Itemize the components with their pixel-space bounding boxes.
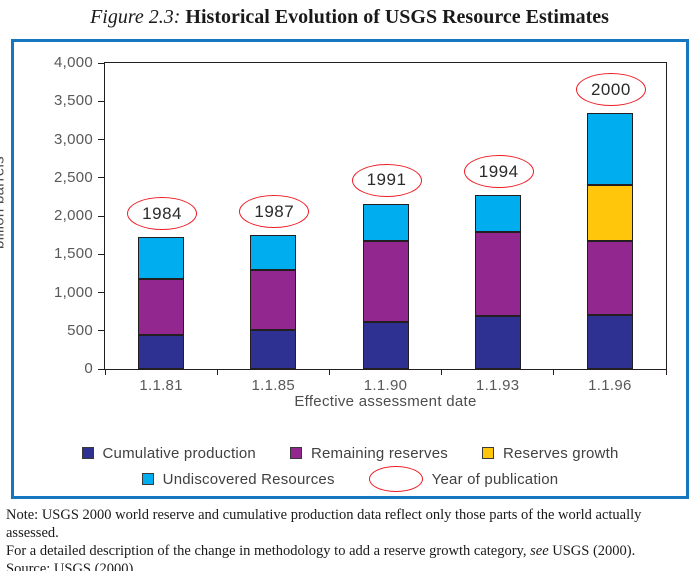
plot-area: 0 500 1,000 1,500 2,000 2,500 3,000 3,500 4,000 1… — [54, 54, 667, 410]
reserves-growth-swatch — [481, 447, 494, 459]
bar-segment-reserves-growth — [586, 184, 633, 242]
x-tick-mark — [104, 369, 106, 375]
y-tick-mark — [98, 368, 104, 370]
x-tick-label: 1.1.90 — [363, 377, 408, 394]
bar-segment-undiscovered-resources — [474, 195, 521, 233]
y-tick-mark — [98, 330, 104, 332]
bar-segment-cumulative-production — [474, 316, 521, 369]
bar-segment-cumulative-production — [586, 315, 633, 369]
legend-item-year-of-publication: Year of publication — [368, 466, 559, 492]
x-tick-mark — [441, 369, 443, 375]
y-tick-mark — [98, 177, 104, 179]
year-of-publication-annotation: 1987 — [239, 195, 310, 229]
cumulative-production-swatch — [81, 447, 94, 459]
bar-segment-remaining-reserves — [362, 241, 409, 323]
bar-segment-cumulative-production — [250, 329, 297, 369]
bar-segment-remaining-reserves — [586, 241, 633, 316]
figure-title: Figure 2.3: Historical Evolution of USGS… — [0, 6, 699, 29]
y-tick-label: 1,000 — [53, 283, 93, 301]
y-tick-label: 500 — [67, 321, 93, 339]
bar-segment-remaining-reserves — [138, 279, 185, 335]
figure-number-label: Figure 2.3: — [90, 6, 181, 28]
y-tick-label: 2,000 — [53, 207, 93, 224]
bar-segment-remaining-reserves — [474, 232, 521, 317]
x-tick-label: 1.1.96 — [588, 377, 632, 394]
year-of-publication-annotation: 1984 — [127, 197, 198, 231]
figure-title-text: Historical Evolution of USGS Resource Es… — [185, 6, 609, 28]
y-tick-label: 2,500 — [53, 168, 93, 186]
y-tick-mark — [98, 62, 104, 64]
remaining-reserves-swatch — [289, 447, 302, 459]
y-axis-title: billion barrels — [0, 156, 8, 249]
chart-frame: billion barrels 0 500 1,000 1,500 2,000 2,500… — [0, 39, 689, 499]
legend-item-remaining-reserves: Remaining reserves — [289, 444, 448, 462]
y-tick-label: 4,000 — [53, 54, 93, 71]
note-line-2: For a detailed description of the change… — [6, 543, 636, 559]
legend-label: Cumulative production — [102, 444, 256, 462]
bar-segment-cumulative-production — [138, 334, 185, 369]
y-tick-label: 1,500 — [53, 245, 93, 263]
legend-label: Remaining reserves — [310, 444, 448, 462]
legend-row-1: Cumulative production Remaining reserves… — [14, 440, 686, 466]
legend-item-undiscovered-resources: Undiscovered Resources — [141, 470, 335, 488]
x-tick-mark — [553, 369, 555, 375]
bar-segment-remaining-reserves — [250, 269, 297, 330]
year-ellipse-swatch — [368, 466, 423, 492]
legend-item-reserves-growth: Reserves growth — [481, 444, 619, 462]
y-tick-mark — [98, 253, 104, 255]
x-tick-label: 1.1.85 — [251, 377, 296, 394]
y-tick-label: 3,500 — [53, 92, 93, 110]
x-axis-title: Effective assessment date — [294, 393, 477, 410]
bar-segment-undiscovered-resources — [138, 237, 185, 280]
undiscovered-resources-swatch — [141, 473, 154, 485]
figure-note: Note: USGS 2000 world reserve and cumula… — [6, 506, 696, 571]
chart-legend: Cumulative production Remaining reserves… — [14, 440, 686, 492]
y-tick-mark — [98, 100, 104, 102]
note-line-3: Source: USGS (2000). — [6, 561, 137, 571]
bar-segment-cumulative-production — [362, 322, 409, 369]
bar-segment-undiscovered-resources — [250, 235, 297, 270]
y-tick-mark — [98, 292, 104, 293]
year-of-publication-annotation: 1994 — [463, 155, 534, 189]
x-tick-mark — [665, 369, 667, 375]
bar-segment-undiscovered-resources — [362, 203, 409, 242]
note-line-1: Note: USGS 2000 world reserve and cumula… — [6, 507, 642, 541]
legend-row-2: Undiscovered Resources Year of publicati… — [14, 466, 686, 492]
y-tick-label: 0 — [84, 360, 93, 377]
x-tick-label: 1.1.93 — [475, 377, 520, 394]
legend-label: Reserves growth — [502, 444, 619, 462]
x-tick-mark — [216, 369, 218, 375]
x-tick-mark — [328, 369, 330, 375]
bar-segment-undiscovered-resources — [586, 113, 633, 185]
legend-item-cumulative-production: Cumulative production — [81, 444, 256, 462]
y-tick-mark — [98, 215, 104, 217]
year-of-publication-annotation: 1991 — [351, 163, 422, 197]
legend-label: Undiscovered Resources — [162, 470, 335, 488]
legend-label: Year of publication — [431, 470, 559, 488]
y-tick-mark — [98, 139, 104, 140]
y-tick-label: 3,000 — [53, 130, 93, 148]
year-of-publication-annotation: 2000 — [575, 73, 646, 107]
x-tick-label: 1.1.81 — [139, 377, 183, 394]
